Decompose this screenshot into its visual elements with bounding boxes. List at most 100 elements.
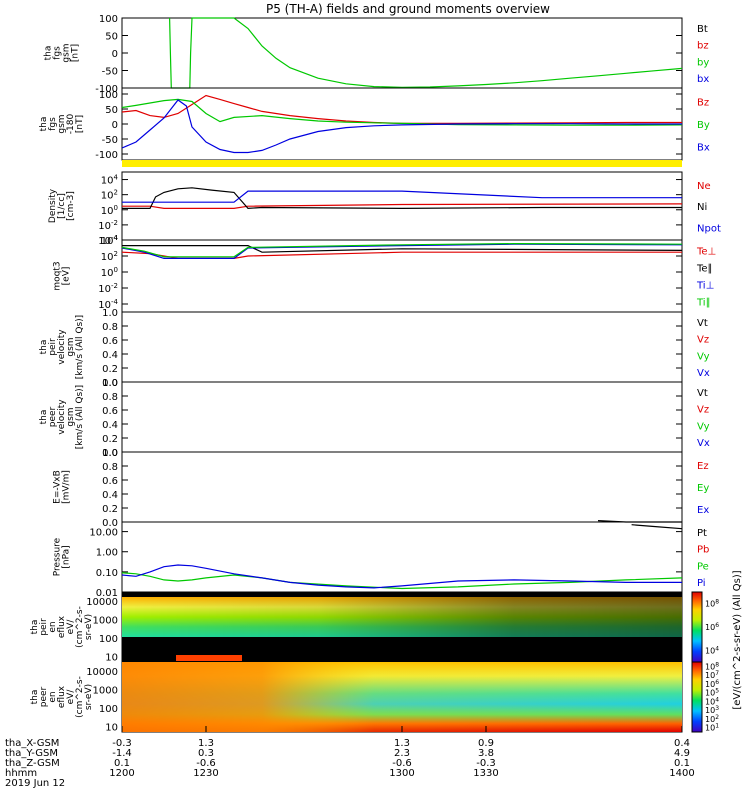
legend-entry: Bz bbox=[697, 98, 709, 109]
x-row-value: 0.3 bbox=[198, 748, 214, 759]
y-tick-label: 10-4 bbox=[98, 234, 118, 247]
y-tick-label: 0.10 bbox=[96, 568, 118, 579]
y-tick-label: 100 bbox=[101, 204, 118, 217]
y-tick-label: 0.0 bbox=[102, 518, 118, 529]
series-line bbox=[169, 17, 683, 89]
electron-spectrogram-hot bbox=[122, 662, 682, 732]
y-axis-label: fgs bbox=[48, 117, 58, 131]
y-axis-label: [eV] bbox=[62, 267, 72, 286]
colorbar-tick-label: 108 bbox=[705, 599, 719, 609]
x-row-label: hhmm bbox=[5, 768, 37, 779]
series-line bbox=[121, 94, 682, 125]
panel-frame bbox=[121, 171, 683, 241]
y-axis-label: tha bbox=[30, 690, 40, 705]
y-tick-label: 0 bbox=[112, 49, 118, 60]
y-tick-label: 100 bbox=[99, 14, 118, 25]
colorbar-tick-label: 108 bbox=[705, 661, 719, 671]
y-tick-label: 0.2 bbox=[102, 364, 118, 375]
colorbar-tick-label: 106 bbox=[705, 622, 719, 632]
y-axis-label: -180 bbox=[66, 114, 76, 135]
y-tick-label: 1.0 bbox=[102, 378, 118, 389]
y-axis-label: [km/s (All Qs)] bbox=[75, 315, 85, 379]
y-axis-label: velocity bbox=[57, 329, 67, 365]
y-axis-label: en bbox=[48, 621, 58, 632]
ion-spectrogram-dim bbox=[122, 597, 682, 637]
legend-entry: Ex bbox=[697, 505, 709, 516]
series-line bbox=[631, 524, 683, 530]
y-axis-label: [nPa] bbox=[62, 545, 72, 568]
legend-entry: By bbox=[697, 120, 710, 131]
y-axis-label: moqt3 bbox=[53, 261, 63, 290]
x-row-value: 1.3 bbox=[394, 738, 410, 749]
x-row-value: 0.4 bbox=[674, 738, 690, 749]
date-label: 2019 Jun 12 bbox=[5, 778, 65, 789]
y-tick-label: 1.0 bbox=[102, 308, 118, 319]
y-tick-label: 50 bbox=[105, 105, 118, 116]
x-row-value: 3.8 bbox=[478, 748, 494, 759]
y-axis-label: tha bbox=[39, 340, 49, 355]
y-tick-label: 0.01 bbox=[96, 588, 118, 599]
y-axis-label: peir bbox=[39, 618, 49, 636]
y-tick-label: 1000 bbox=[93, 615, 118, 626]
y-tick-label: 0.8 bbox=[102, 462, 118, 473]
y-tick-label: 10-2 bbox=[98, 282, 118, 295]
y-axis-label: [nT] bbox=[75, 115, 85, 133]
y-tick-label: 104 bbox=[101, 234, 119, 247]
y-axis-label: [nT] bbox=[71, 44, 81, 62]
series-line bbox=[121, 564, 682, 589]
legend-entry: Pe bbox=[697, 561, 709, 572]
x-row-label: tha_Y-GSM bbox=[5, 748, 58, 759]
y-tick-label: 1.0 bbox=[102, 448, 118, 459]
panel-frame bbox=[121, 311, 683, 383]
colorbar-tick-label: 101 bbox=[705, 723, 719, 733]
y-tick-label: 0.4 bbox=[102, 350, 118, 361]
y-tick-label: 102 bbox=[101, 250, 118, 263]
panel-frame bbox=[121, 451, 683, 523]
panel-pressure: 10.00 1.00 0.10 0.01 Pressure [nPa] Pt Pb Pe Pi bbox=[53, 521, 709, 599]
y-axis-label: tha bbox=[30, 620, 40, 635]
y-axis-label: eflux bbox=[57, 615, 67, 638]
legend-entry: Te⊥ bbox=[696, 246, 716, 257]
y-axis-label: tha bbox=[44, 46, 54, 61]
panel-moms_temp: 104 102 100 10-2 10-4 moqt3 [eV] Te⊥ Te∥ Ti⊥ Ti∥ bbox=[53, 234, 716, 313]
y-tick-label: 100 bbox=[99, 704, 118, 715]
y-axis-label: [mV/m] bbox=[62, 470, 72, 504]
electron-spectrogram-cap bbox=[176, 655, 242, 661]
x-row-value: 1230 bbox=[193, 768, 218, 779]
legend-entry: bz bbox=[697, 41, 709, 52]
y-tick-label: 0.2 bbox=[102, 434, 118, 445]
y-tick-label: 100 bbox=[99, 634, 118, 645]
x-row-value: 1.3 bbox=[198, 738, 214, 749]
x-row-label: tha_Z-GSM bbox=[5, 758, 60, 769]
legend-entry: Ey bbox=[697, 483, 709, 494]
panel-frame bbox=[121, 239, 683, 313]
legend-entry: Vx bbox=[697, 368, 710, 379]
y-axis-label: peer bbox=[39, 686, 49, 707]
x-row-value: -0.3 bbox=[476, 758, 496, 769]
legend-entry: bx bbox=[697, 74, 709, 85]
y-tick-label: 0.8 bbox=[102, 322, 118, 333]
panel-frame bbox=[121, 17, 683, 89]
flag-bar bbox=[122, 160, 682, 167]
y-axis-label: eV/ bbox=[66, 619, 76, 635]
x-row-value: -1.4 bbox=[112, 748, 132, 759]
y-tick-label: 10 bbox=[105, 652, 118, 663]
y-tick-label: 10000 bbox=[86, 667, 118, 678]
y-axis-label: E=-VxB bbox=[53, 470, 63, 504]
y-tick-label: 0.2 bbox=[102, 504, 118, 515]
panel-peer_velocity: 1.0 0.8 0.6 0.4 0.2 0.0 tha peer velocity gsm [km/… bbox=[39, 378, 710, 459]
x-row-value: 0.1 bbox=[674, 758, 690, 769]
y-tick-label: 104 bbox=[101, 174, 119, 187]
x-row-label: tha_X-GSM bbox=[5, 738, 59, 749]
colorbar-tick-label: 107 bbox=[705, 670, 719, 680]
y-tick-label: 10 bbox=[105, 722, 118, 733]
legend-entry: Ez bbox=[697, 461, 709, 472]
y-tick-label: 10000 bbox=[86, 597, 118, 608]
y-axis-label: sr-eV) bbox=[84, 684, 94, 710]
y-axis-label: (cm^2-s- bbox=[75, 606, 85, 648]
legend-entry: Ti⊥ bbox=[696, 281, 714, 292]
legend-entry: Pt bbox=[697, 528, 707, 539]
y-tick-label: 10.00 bbox=[89, 528, 118, 539]
